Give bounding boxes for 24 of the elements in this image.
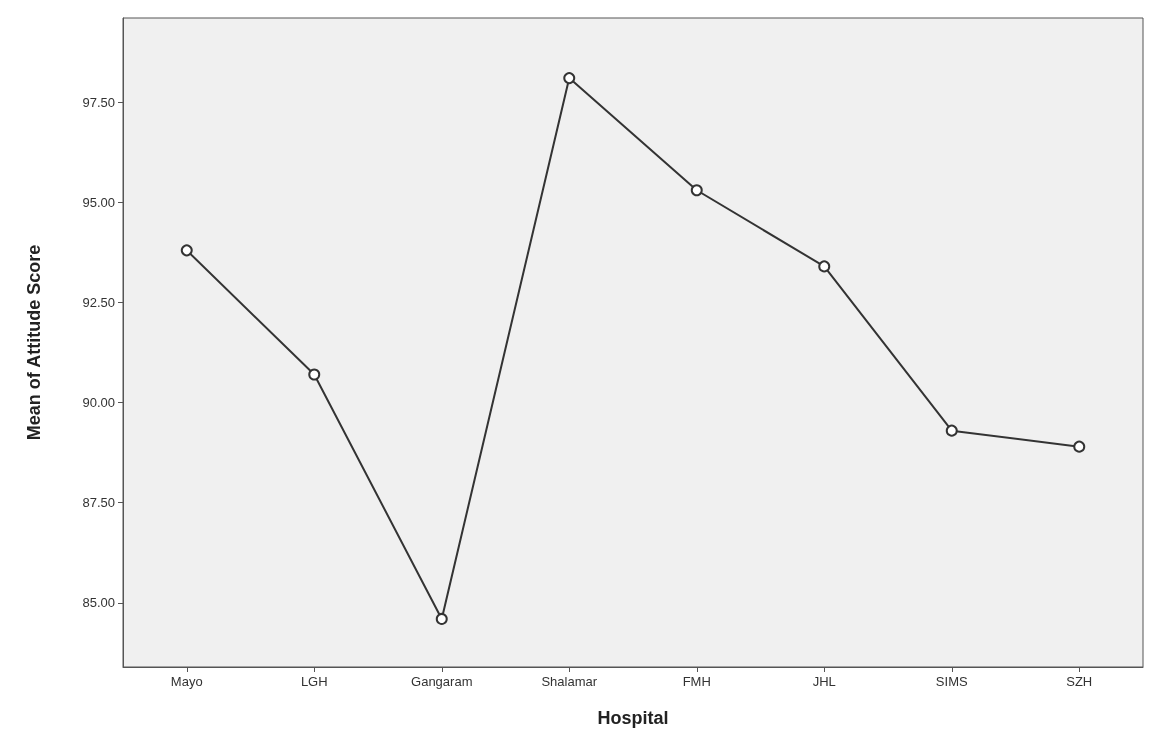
x-tick-label: SZH xyxy=(1066,674,1093,689)
point xyxy=(308,368,321,381)
point xyxy=(690,184,703,197)
x-tick-label: FMH xyxy=(682,674,711,689)
point xyxy=(1073,440,1086,453)
y-tick-label: 97.50 xyxy=(82,94,115,110)
x-tick-label: Mayo xyxy=(170,674,203,689)
x-tick-label: LGH xyxy=(300,674,328,689)
x-tick-label: JHL xyxy=(812,674,836,689)
point xyxy=(180,244,193,257)
y-tick-label: 85.00 xyxy=(82,595,115,611)
y-axis-title: Mean of Attitude Score xyxy=(24,244,44,441)
point xyxy=(818,260,831,273)
y-tick-label: 92.50 xyxy=(82,294,115,310)
point xyxy=(563,72,576,85)
x-tick-label: SIMS xyxy=(935,674,968,689)
x-tick-label: Shalamar xyxy=(541,674,598,689)
x-axis-title: Hospital xyxy=(597,708,669,728)
y-tick-label: 90.00 xyxy=(82,395,115,411)
point xyxy=(945,424,958,437)
x-tick-label: Gangaram xyxy=(411,674,473,689)
y-tick-label: 87.50 xyxy=(82,495,115,511)
point xyxy=(435,612,448,625)
y-tick-label: 95.00 xyxy=(82,194,115,210)
